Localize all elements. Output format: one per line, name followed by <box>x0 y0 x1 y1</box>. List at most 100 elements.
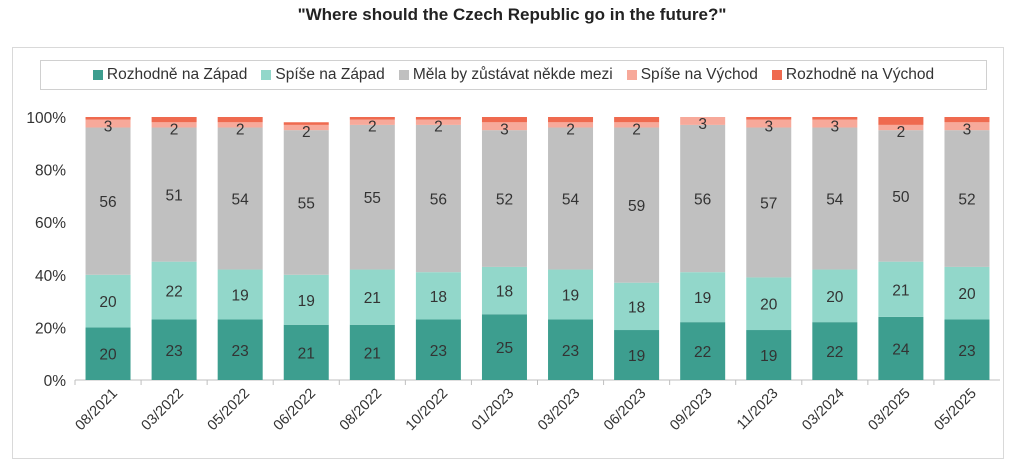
data-label: 21 <box>298 345 315 362</box>
bar-segment <box>548 122 594 128</box>
bar-segment <box>944 319 990 380</box>
x-tick-label: 08/2022 <box>337 386 385 434</box>
data-label: 54 <box>562 192 580 209</box>
data-label: 54 <box>826 192 844 209</box>
data-label: 19 <box>628 348 645 365</box>
bar-segment <box>614 122 660 128</box>
legend-label: Měla by zůstávat někde mezi <box>412 66 613 83</box>
bar-segment <box>349 269 395 325</box>
data-label: 55 <box>364 190 381 207</box>
x-tick-label: 03/2025 <box>865 386 913 434</box>
data-label: 19 <box>232 288 249 305</box>
data-label: 19 <box>562 288 579 305</box>
legend: Rozhodně na Západ Spíše na Západ Měla by z… <box>40 60 987 90</box>
data-label: 3 <box>500 121 509 138</box>
bar-segment <box>349 124 395 270</box>
bar-segment <box>481 122 527 131</box>
bar-segment <box>878 124 924 131</box>
bar-segment <box>481 130 527 267</box>
bar-segment <box>680 117 726 125</box>
legend-label: Rozhodně na Východ <box>785 66 935 83</box>
bar-segment <box>151 122 197 128</box>
bar-segment <box>614 117 660 123</box>
data-label: 20 <box>760 297 778 314</box>
data-label: 22 <box>165 284 182 301</box>
bar-segment <box>415 124 461 273</box>
bar-segment <box>680 322 726 380</box>
bar-segment <box>746 277 792 331</box>
bar-segment <box>151 117 197 123</box>
bar-segment <box>944 266 990 320</box>
data-label: 23 <box>165 343 182 360</box>
data-label: 23 <box>430 343 447 360</box>
x-tick-label: 03/2024 <box>799 386 847 434</box>
data-label: 3 <box>698 116 707 133</box>
bar-segment <box>283 324 329 380</box>
data-label: 2 <box>566 121 575 138</box>
bar-segment <box>217 117 263 123</box>
x-tick-label: 01/2023 <box>469 386 517 434</box>
bar-segment <box>878 117 924 125</box>
x-tick-label: 03/2023 <box>535 386 583 434</box>
data-label: 24 <box>892 341 910 358</box>
data-label: 59 <box>628 198 645 215</box>
x-tick-label: 09/2023 <box>667 386 715 434</box>
legend-swatch <box>261 70 272 80</box>
legend-label: Spíše na Západ <box>275 66 385 83</box>
data-label: 3 <box>104 119 113 136</box>
x-tick-label: 11/2023 <box>734 386 782 434</box>
y-tick-label: 20% <box>35 320 66 337</box>
legend-item: Spíše na Východ <box>626 66 758 84</box>
bar-segment <box>680 124 726 273</box>
bar-segment <box>415 319 461 380</box>
bar-segment <box>481 266 527 315</box>
data-label: 20 <box>99 347 117 364</box>
data-label: 2 <box>302 124 311 141</box>
data-label: 52 <box>958 192 975 209</box>
data-label: 56 <box>99 194 116 211</box>
bar-segment <box>878 261 924 317</box>
data-label: 22 <box>826 344 843 361</box>
bar-segment <box>548 319 594 380</box>
bar-segment <box>349 117 395 120</box>
data-label: 25 <box>496 340 513 357</box>
bar-segment <box>812 322 858 380</box>
bar-segment <box>812 127 858 270</box>
bar-segment <box>481 314 527 380</box>
data-label: 2 <box>236 121 245 138</box>
y-tick-label: 40% <box>35 268 66 285</box>
bar-segment <box>746 127 792 278</box>
bar-segment <box>812 117 858 120</box>
bar-segment <box>217 319 263 380</box>
chart-frame <box>12 47 1004 459</box>
data-label: 57 <box>760 195 777 212</box>
bar-segment <box>878 130 924 262</box>
data-label: 19 <box>298 293 315 310</box>
bar-segment <box>944 122 990 131</box>
bar-segment <box>746 330 792 380</box>
data-label: 18 <box>496 284 513 301</box>
data-label: 3 <box>963 121 972 138</box>
y-tick-label: 100% <box>26 110 66 127</box>
legend-swatch <box>626 70 637 80</box>
data-label: 3 <box>764 119 773 136</box>
x-tick-label: 05/2025 <box>931 386 979 434</box>
bar-segment <box>878 316 924 380</box>
bar-segment <box>85 274 131 328</box>
y-tick-label: 80% <box>35 163 66 180</box>
bar-segment <box>680 272 726 323</box>
bar-segment <box>944 130 990 267</box>
data-label: 2 <box>434 119 443 136</box>
data-label: 3 <box>831 119 840 136</box>
bar-segment <box>746 119 792 128</box>
bar-segment <box>614 127 660 283</box>
bar-segment <box>415 272 461 320</box>
data-label: 19 <box>694 290 711 307</box>
data-label: 23 <box>562 343 579 360</box>
bar-segment <box>283 274 329 325</box>
bar-segment <box>812 269 858 323</box>
data-label: 54 <box>232 192 250 209</box>
bar-segment <box>217 269 263 320</box>
bar-segment <box>151 319 197 380</box>
